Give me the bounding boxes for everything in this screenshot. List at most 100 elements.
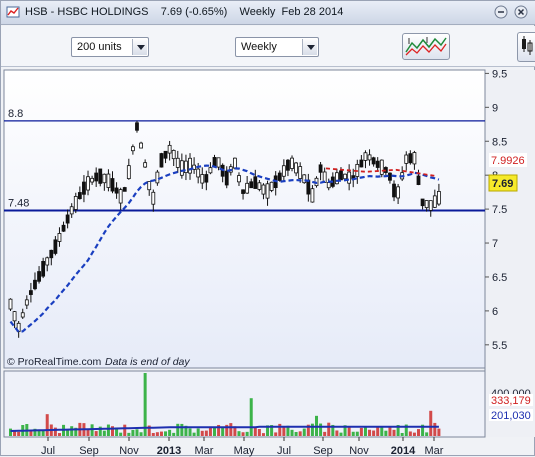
close-icon[interactable] — [514, 5, 528, 19]
volume-bar — [306, 424, 310, 436]
volume-bar — [343, 425, 347, 436]
candle — [302, 174, 307, 184]
data-note-text: Data is end of day — [105, 356, 190, 368]
volume-bar — [192, 432, 196, 436]
volume-bar — [37, 430, 41, 436]
volume-bar — [176, 423, 180, 436]
candle — [277, 172, 282, 181]
chevron-down-icon[interactable] — [132, 39, 147, 55]
volume-bar — [351, 431, 355, 436]
volume-bar — [400, 432, 404, 436]
volume-bar — [98, 426, 102, 436]
volume-bar — [221, 426, 225, 436]
candle — [49, 249, 54, 259]
volume-bar — [257, 429, 261, 436]
time-tick-label: 2014 — [391, 445, 416, 457]
volume-bar — [33, 428, 37, 436]
candle — [216, 157, 221, 168]
candle — [28, 290, 33, 295]
candle — [53, 239, 58, 254]
volume-bar — [74, 427, 78, 436]
candle — [428, 200, 433, 211]
candle — [20, 312, 25, 318]
volume-bar — [204, 430, 208, 436]
support-line-label: 7.48 — [8, 197, 29, 209]
candle — [65, 214, 70, 224]
price-tick-label: 9 — [492, 102, 498, 114]
candle — [57, 233, 62, 242]
candle — [396, 186, 401, 199]
volume-bar — [66, 430, 70, 436]
volume-bar — [143, 373, 147, 436]
candle — [318, 164, 323, 173]
candle — [367, 154, 372, 161]
time-tick-label: Sep — [313, 445, 333, 457]
chart-app-icon[interactable] — [6, 5, 20, 19]
candle — [306, 179, 311, 195]
period-select[interactable]: Weekly — [235, 37, 319, 57]
candle — [232, 157, 237, 169]
candle — [196, 168, 201, 178]
volume-bar — [208, 426, 212, 436]
volume-bar — [437, 428, 441, 436]
volume-bar — [310, 423, 314, 436]
time-tick-label: 2013 — [157, 445, 181, 457]
candle — [24, 299, 29, 306]
ma-value-tag — [489, 153, 527, 167]
volume-bar — [359, 427, 363, 436]
volume-bar — [213, 427, 216, 436]
volume-bar — [151, 432, 155, 436]
side-panel-button[interactable] — [517, 32, 535, 62]
volume-bar — [412, 432, 416, 436]
price-tick-label: 8.5 — [492, 136, 507, 148]
volume-bar — [102, 430, 106, 436]
volume-bar — [45, 414, 49, 436]
volume-bar — [282, 427, 286, 436]
price-tick-label: 9.5 — [492, 68, 507, 80]
candle — [420, 198, 425, 207]
candle — [290, 157, 294, 169]
volume-bar — [17, 431, 21, 436]
volume-bar — [168, 429, 172, 436]
time-tick-label: Jul — [41, 445, 55, 457]
candle — [298, 166, 303, 179]
candle — [37, 271, 41, 282]
price-tick-label: 6 — [492, 306, 498, 318]
price-tick-label: 7.5 — [492, 204, 507, 216]
volume-bar — [123, 424, 127, 436]
candle — [102, 173, 107, 184]
volume-bar — [421, 424, 425, 436]
chevron-down-icon[interactable] — [302, 39, 317, 55]
period-select-value: Weekly — [241, 41, 277, 53]
price-panel[interactable] — [3, 69, 486, 369]
volume-bar — [261, 433, 265, 436]
candle — [347, 171, 352, 184]
volume-average-line — [10, 425, 439, 432]
candle — [155, 171, 160, 184]
volume-bar — [323, 431, 327, 436]
volume-bar — [94, 431, 98, 436]
units-select[interactable]: 200 units — [71, 37, 149, 57]
volume-bar — [111, 426, 114, 436]
volume-bar — [106, 424, 110, 436]
time-tick-label: Mar — [425, 445, 444, 457]
candle — [249, 181, 254, 189]
volume-bar — [249, 398, 253, 436]
candle — [86, 176, 90, 191]
candle — [33, 279, 37, 290]
volume-bar — [294, 431, 298, 436]
indicators-button[interactable] — [402, 33, 450, 60]
minimize-icon[interactable] — [494, 5, 508, 19]
volume-bar — [41, 430, 45, 436]
candle — [416, 175, 421, 185]
last-price-tag — [488, 174, 518, 192]
candle — [184, 160, 188, 174]
candle — [126, 165, 131, 180]
candle — [424, 200, 429, 209]
time-tick-label: May — [234, 445, 255, 457]
candle — [94, 172, 99, 182]
volume-bar — [53, 427, 57, 436]
candle — [392, 183, 396, 198]
candle — [245, 182, 250, 194]
